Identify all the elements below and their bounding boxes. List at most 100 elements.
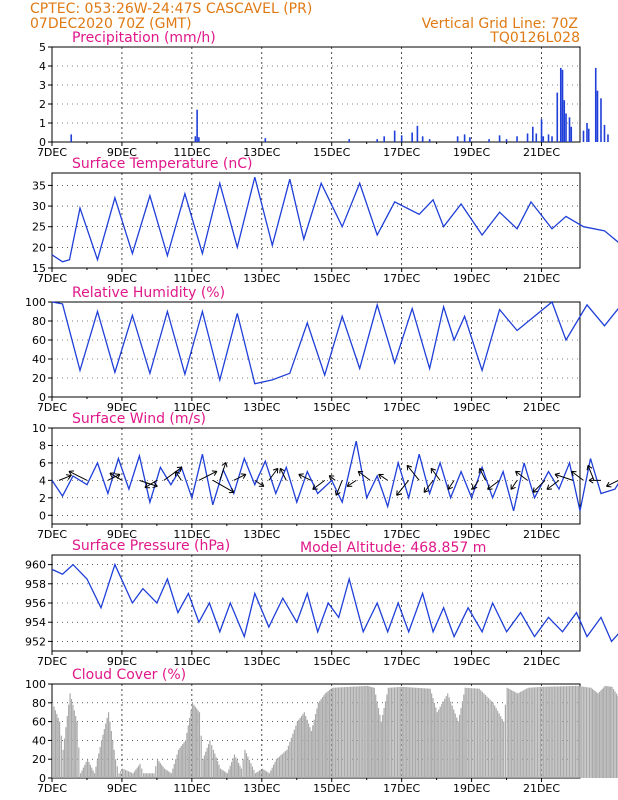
cloud-bar <box>395 687 397 778</box>
cloud-bar <box>464 687 466 778</box>
cloud-bar <box>84 764 86 778</box>
cloud-bar <box>214 753 216 778</box>
cloud-bar <box>53 706 55 778</box>
cloud-bar <box>377 708 380 778</box>
cloud-bar <box>274 762 276 778</box>
cloud-bar <box>242 759 244 778</box>
wind-arrowhead <box>487 484 493 490</box>
cloud-bar <box>570 686 572 778</box>
wind-arrowhead <box>211 470 218 476</box>
cloud-bar <box>259 770 261 778</box>
cloud-bar <box>409 687 411 778</box>
cloud-bar <box>121 768 124 778</box>
wind-arrowhead <box>68 470 74 476</box>
cloud-bar <box>272 764 275 778</box>
cloud-bar <box>319 700 321 778</box>
cloud-bar <box>501 718 503 778</box>
cloud-bar <box>93 773 96 778</box>
cloud-bar <box>509 689 511 778</box>
cloud-bar <box>191 702 194 778</box>
cloud-bar <box>585 687 588 778</box>
cloud-bar <box>435 707 437 778</box>
cloud-bar <box>78 747 80 778</box>
cloud-bar <box>445 696 447 778</box>
cloud-bar <box>614 691 616 778</box>
cloud-bar <box>346 686 349 778</box>
cloud-bar <box>457 721 459 778</box>
wind-vector <box>510 480 518 490</box>
cloud-bar <box>607 686 609 778</box>
cloud-bar <box>158 761 160 778</box>
y-tick-label: 0 <box>39 509 46 522</box>
cloud-bar <box>317 702 319 778</box>
cloud-bar <box>348 686 350 778</box>
cloud-bar <box>200 735 202 778</box>
cloud-bar <box>231 762 233 778</box>
cloud-bar <box>215 757 217 778</box>
cloud-bar <box>517 693 519 778</box>
cloud-bar <box>169 772 171 778</box>
wind-vector <box>279 468 287 481</box>
cloud-bar <box>203 755 205 778</box>
cloud-bar <box>461 701 464 778</box>
cloud-bar <box>414 687 417 778</box>
cloud-bar <box>247 756 249 778</box>
x-tick-label: 9DEC <box>107 272 137 285</box>
x-tick-label: 17DEC <box>383 655 420 668</box>
y-tick-label: 40 <box>32 353 46 366</box>
cloud-bar <box>604 685 606 778</box>
cloud-bar <box>202 759 204 778</box>
cloud-bar <box>58 721 61 778</box>
cloud-bar <box>286 749 288 778</box>
wind-vector <box>532 480 546 493</box>
cloud-bar <box>112 740 114 778</box>
cloud-bar <box>229 765 231 778</box>
wind-arrowhead <box>152 482 158 489</box>
rh-line <box>51 300 618 385</box>
x-tick-label: 9DEC <box>107 528 137 541</box>
precip-bar <box>70 134 73 142</box>
cloud-bar <box>410 687 412 778</box>
cloud-bar <box>248 759 251 778</box>
header-line1: CPTEC: 053:26W-24:47S CASCAVEL (PR) <box>30 1 312 17</box>
x-tick-label: 7DEC <box>37 528 67 541</box>
cloud-bar <box>110 731 112 778</box>
wind-vector <box>396 480 410 496</box>
wind-vector <box>219 462 227 481</box>
cloud-bar <box>313 719 315 778</box>
cloud-bar <box>161 764 163 778</box>
cloud-bar <box>529 687 531 778</box>
precip-bar <box>498 135 501 142</box>
cloud-bar <box>91 767 93 778</box>
precip-bar <box>463 134 466 142</box>
cloud-bar <box>207 744 210 778</box>
y-tick-label: 0 <box>39 772 46 785</box>
cloud-bar <box>587 687 589 778</box>
cloud-bar <box>212 749 215 778</box>
cloud-bar <box>321 697 324 778</box>
cloud-bar <box>356 686 358 778</box>
cloud-bar <box>263 769 265 778</box>
precip-bar <box>376 139 378 142</box>
panel-pressure: 7DEC 9DEC 11DEC 13DEC 15DEC 17DEC 19DEC 21DEC 95… <box>25 538 618 668</box>
cloud-bar <box>328 690 331 778</box>
precip-bar <box>559 67 562 142</box>
x-tick-label: 11DEC <box>173 782 210 795</box>
cloud-bar <box>497 710 499 778</box>
cloud-bar <box>211 745 213 778</box>
cloud-bar <box>473 688 476 778</box>
cloud-bar <box>379 714 381 778</box>
wind-arrowhead <box>228 487 235 494</box>
cloud-bar <box>615 693 618 778</box>
x-tick-label: 13DEC <box>243 146 280 159</box>
y-tick-label: 30 <box>32 200 46 213</box>
cloud-bar <box>491 701 493 778</box>
wind-arrowhead <box>221 461 228 468</box>
cloud-bar <box>456 717 458 778</box>
cloud-bar <box>265 771 268 778</box>
cloud-bar <box>205 751 207 778</box>
cloud-bar <box>150 773 152 778</box>
wind-vector <box>515 470 528 481</box>
x-tick-label: 17DEC <box>383 528 420 541</box>
cloud-bar <box>459 714 461 778</box>
